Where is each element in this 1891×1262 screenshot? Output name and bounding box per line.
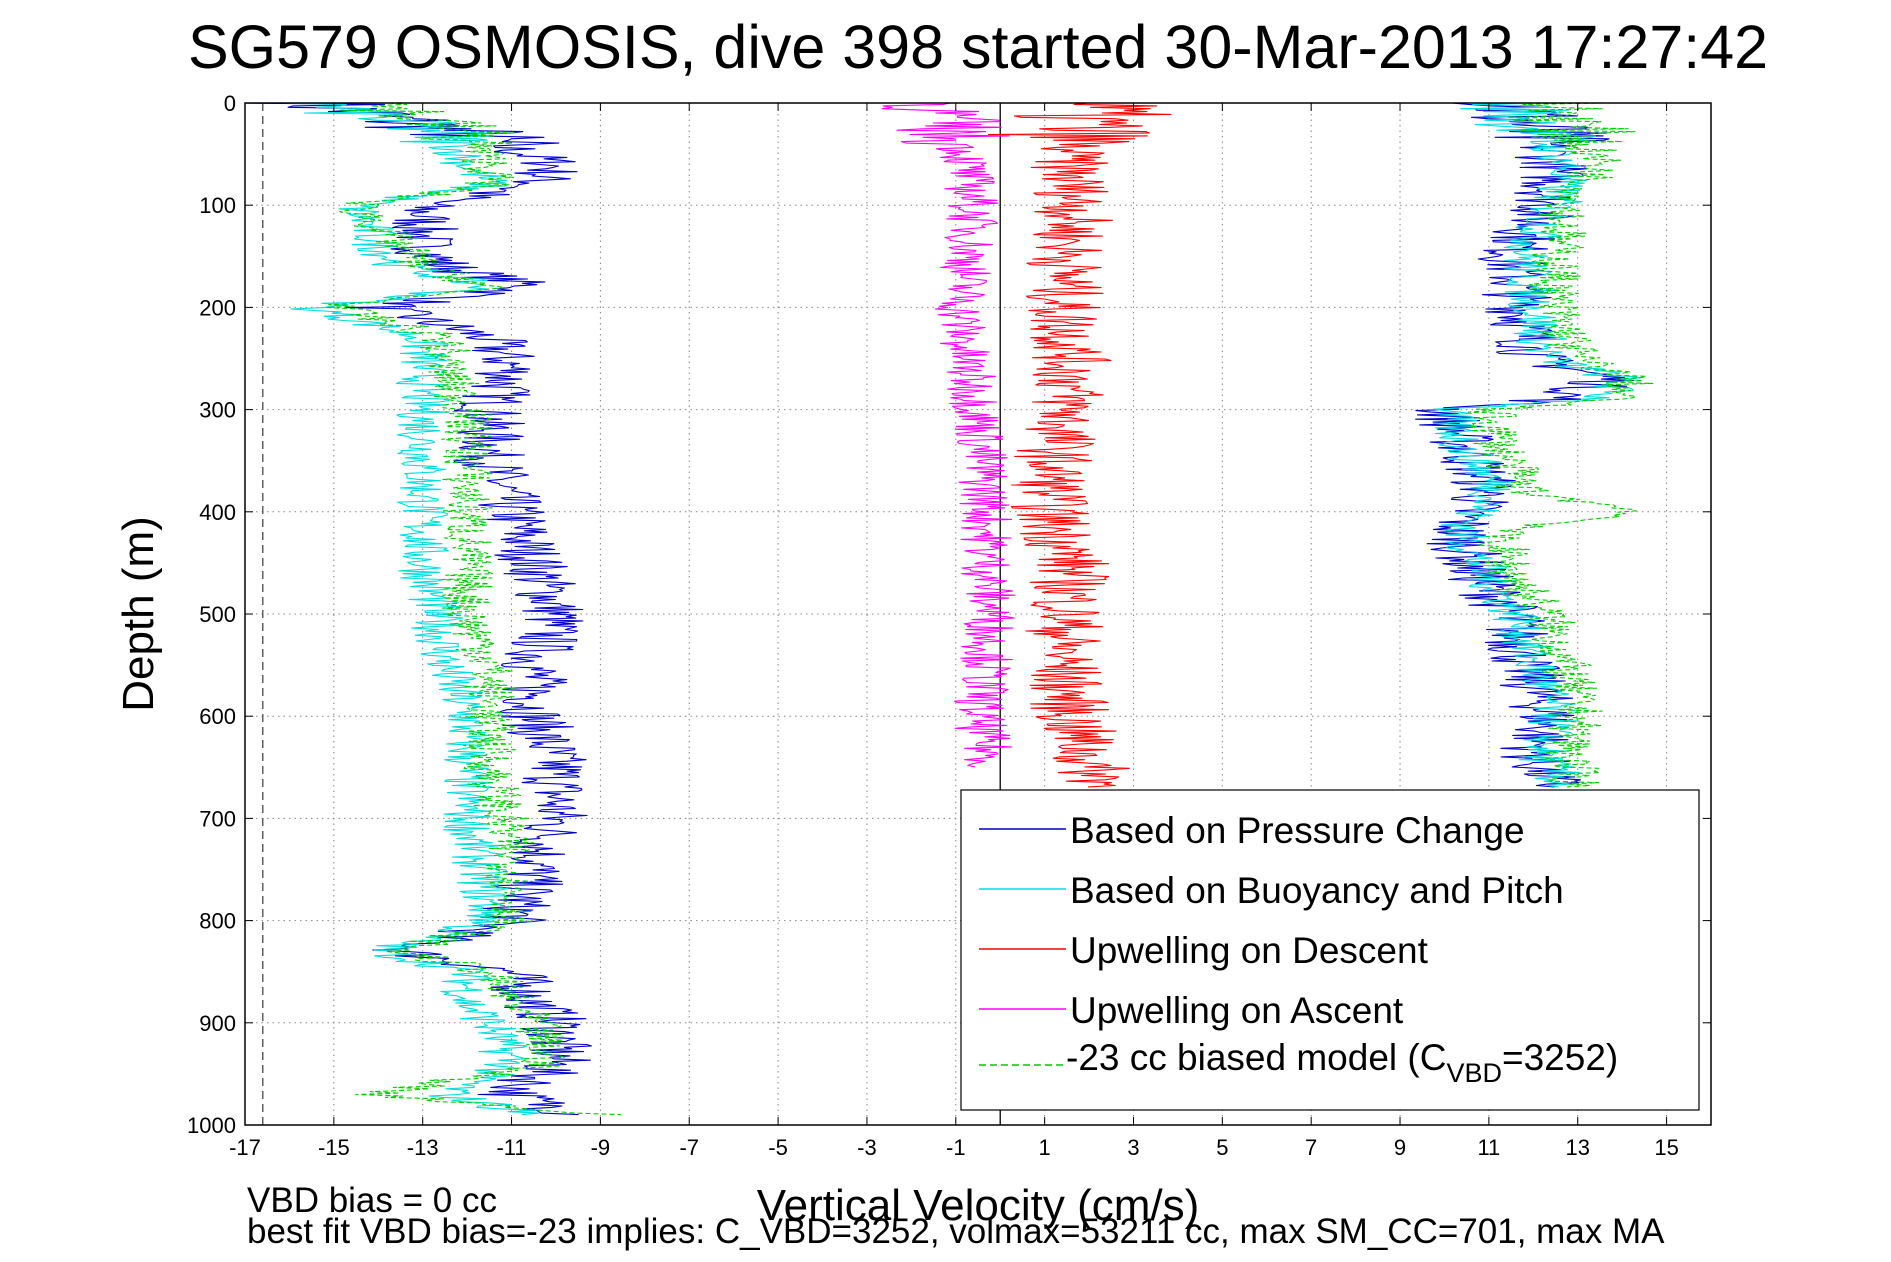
y-tick-label: 100 (199, 193, 236, 218)
legend-label-descent: Upwelling on Descent (1070, 930, 1429, 971)
y-axis-label: Depth (m) (114, 516, 163, 712)
x-tick-label: -7 (679, 1135, 699, 1160)
legend-label-model-suffix: =3252) (1502, 1037, 1618, 1078)
y-tick-label: 600 (199, 704, 236, 729)
chart-title: SG579 OSMOSIS, dive 398 started 30-Mar-2… (188, 13, 1768, 81)
x-tick-label: -9 (591, 1135, 611, 1160)
y-tick-label: 800 (199, 909, 236, 934)
note-vbd-bias: VBD bias = 0 cc (247, 1181, 497, 1220)
series-line-4-profile-1 (1467, 103, 1654, 788)
x-axis-label: Vertical Velocity (cm/s) (757, 1181, 1200, 1230)
y-tick-label: 200 (199, 295, 236, 320)
y-tick-label: 300 (199, 398, 236, 423)
y-tick-label: 700 (199, 806, 236, 831)
legend-label-model-subscript: VBD (1446, 1058, 1502, 1088)
x-tick-label: 3 (1127, 1135, 1139, 1160)
note-best-fit: best fit VBD bias=-23 implies: C_VBD=325… (247, 1212, 1665, 1251)
x-tick-label: 1 (1039, 1135, 1051, 1160)
plot-series (245, 103, 1654, 1116)
y-tick-label: 1000 (187, 1113, 236, 1138)
y-tick-label: 0 (224, 91, 236, 116)
x-tick-label: -15 (318, 1135, 350, 1160)
legend-box (960, 789, 1700, 1111)
y-axis-ticks: 0 100 200 300 400 500 600 700 800 900 1000 (187, 91, 1711, 1138)
legend-label-ascent: Upwelling on Ascent (1070, 990, 1404, 1031)
x-tick-label: -3 (857, 1135, 877, 1160)
series-line-4-profile-0 (325, 103, 621, 1116)
legend-label-buoyancy: Based on Buoyancy and Pitch (1070, 870, 1564, 911)
x-tick-label: -17 (229, 1135, 261, 1160)
series-line-1-profile-1 (1432, 103, 1642, 788)
legend-label-model: -23 cc biased model (CVBD=3252) (1066, 1037, 1618, 1088)
x-axis-ticks: -17 -15 -13 -11 -9 -7 -5 -3 -1 1 3 5 7 9 11 13 15 (229, 103, 1679, 1160)
y-tick-label: 400 (199, 500, 236, 525)
x-tick-label: -5 (768, 1135, 788, 1160)
x-tick-label: 7 (1305, 1135, 1317, 1160)
y-tick-label: 900 (199, 1011, 236, 1036)
y-tick-label: 500 (199, 602, 236, 627)
legend: Based on Pressure Change Based on Buoyan… (960, 789, 1700, 1111)
series-line-0-profile-0 (245, 103, 592, 1116)
series-line-3-profile-0 (881, 103, 1016, 768)
x-tick-label: 9 (1394, 1135, 1406, 1160)
x-tick-label: 15 (1654, 1135, 1678, 1160)
series-line-2-profile-0 (987, 103, 1172, 788)
legend-label-model-main: -23 cc biased model (C (1066, 1037, 1446, 1078)
x-tick-label: -13 (407, 1135, 439, 1160)
x-tick-label: -11 (496, 1135, 526, 1160)
x-tick-label: 11 (1477, 1135, 1500, 1160)
x-tick-label: -1 (946, 1135, 966, 1160)
x-tick-label: 5 (1216, 1135, 1228, 1160)
legend-label-pressure: Based on Pressure Change (1070, 810, 1525, 851)
x-tick-label: 13 (1565, 1135, 1589, 1160)
